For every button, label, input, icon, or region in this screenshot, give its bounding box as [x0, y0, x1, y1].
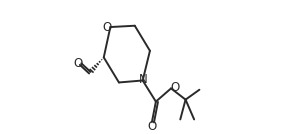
Text: O: O: [170, 81, 179, 94]
Text: N: N: [139, 73, 148, 86]
Text: O: O: [147, 120, 157, 133]
Text: O: O: [103, 21, 112, 34]
Text: O: O: [73, 57, 83, 70]
